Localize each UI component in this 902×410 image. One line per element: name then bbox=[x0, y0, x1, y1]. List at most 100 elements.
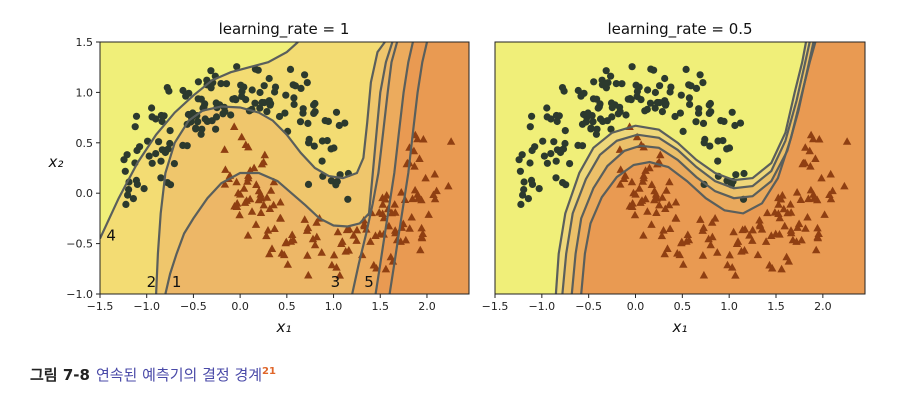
scatter-point-class-1 bbox=[774, 200, 783, 208]
scatter-point-class-0 bbox=[578, 142, 587, 150]
scatter-point-class-1 bbox=[777, 264, 786, 273]
scatter-point-class-0 bbox=[614, 110, 622, 118]
scatter-point-class-1 bbox=[381, 194, 390, 203]
x-axis-label: x₁ bbox=[672, 318, 688, 336]
scatter-point-class-0 bbox=[148, 113, 156, 121]
scatter-point-class-1 bbox=[375, 208, 384, 216]
decision-boundary-4 bbox=[351, 42, 399, 294]
scatter-point-class-0 bbox=[651, 88, 660, 97]
scatter-point-class-0 bbox=[535, 185, 543, 193]
scatter-point-class-1 bbox=[812, 245, 821, 254]
scatter-point-class-0 bbox=[540, 152, 549, 160]
scatter-point-class-1 bbox=[699, 270, 709, 279]
scatter-point-class-1 bbox=[251, 220, 261, 228]
scatter-point-class-1 bbox=[779, 204, 788, 213]
scatter-point-class-0 bbox=[248, 86, 256, 94]
scatter-point-class-1 bbox=[381, 264, 391, 273]
scatter-point-class-0 bbox=[594, 104, 602, 112]
scatter-point-class-0 bbox=[219, 110, 227, 118]
scatter-point-class-1 bbox=[672, 214, 681, 222]
scatter-point-class-1 bbox=[765, 260, 774, 269]
scatter-point-class-0 bbox=[589, 95, 598, 103]
scatter-point-class-1 bbox=[677, 237, 686, 246]
scatter-point-class-1 bbox=[704, 234, 713, 243]
scatter-point-class-0 bbox=[527, 176, 536, 184]
scatter-point-class-0 bbox=[260, 82, 268, 90]
scatter-point-class-1 bbox=[430, 169, 439, 178]
scatter-point-class-1 bbox=[269, 177, 279, 186]
scatter-point-class-0 bbox=[587, 124, 595, 132]
scatter-point-class-1 bbox=[710, 214, 720, 222]
scatter-point-class-0 bbox=[553, 117, 561, 126]
scatter-point-class-0 bbox=[335, 121, 343, 130]
scatter-point-class-1 bbox=[338, 237, 347, 245]
scatter-point-class-1 bbox=[280, 250, 289, 259]
scatter-point-class-0 bbox=[687, 82, 695, 90]
subplot-learning-rate-1: −1.5 −1.0 −0.5 0.0 0.5 1.0 1.5 2.0−1.0−0.50.00.… bbox=[48, 20, 470, 336]
decision-boundary-5 bbox=[374, 42, 414, 294]
scatter-point-class-1 bbox=[341, 247, 350, 255]
scatter-point-class-0 bbox=[332, 108, 341, 116]
scatter-point-class-0 bbox=[185, 89, 193, 97]
scatter-point-class-1 bbox=[270, 224, 279, 232]
decision-regions bbox=[100, 42, 469, 294]
scatter-point-class-0 bbox=[305, 135, 313, 143]
scatter-point-class-0 bbox=[341, 119, 349, 127]
axes: −1.5 −1.0 −0.5 0.0 0.5 1.0 1.5 2.0 bbox=[482, 294, 832, 313]
scatter-point-class-1 bbox=[317, 248, 326, 256]
y-tick-label: −1.0 bbox=[66, 288, 93, 301]
scatter-point-class-0 bbox=[677, 91, 685, 99]
boundary-annotation: 4 bbox=[106, 227, 116, 245]
scatter-point-class-0 bbox=[256, 88, 264, 97]
scatter-point-class-1 bbox=[266, 186, 276, 194]
scatter-point-class-0 bbox=[732, 171, 740, 179]
scatter-point-class-0 bbox=[608, 113, 616, 121]
scatter-point-class-0 bbox=[310, 142, 318, 150]
decision-boundary-1 bbox=[554, 42, 808, 294]
scatter-point-class-1 bbox=[801, 224, 810, 232]
scatter-point-class-0 bbox=[296, 118, 305, 126]
scatter-point-class-0 bbox=[242, 96, 250, 104]
scatter-point-class-0 bbox=[233, 63, 241, 71]
scatter-point-class-0 bbox=[197, 130, 205, 138]
scatter-point-class-1 bbox=[352, 236, 361, 244]
scatter-point-class-0 bbox=[692, 84, 701, 92]
scatter-point-class-0 bbox=[333, 177, 341, 186]
scatter-point-class-1 bbox=[792, 188, 802, 196]
scatter-point-class-0 bbox=[580, 89, 588, 97]
scatter-point-class-0 bbox=[561, 139, 569, 148]
decision-boundary-2 bbox=[155, 42, 386, 294]
caption-figure-number: 그림 7-8 bbox=[30, 366, 90, 384]
scatter-point-class-0 bbox=[140, 185, 148, 193]
x-tick-label: −0.5 bbox=[575, 300, 602, 313]
scatter-point-class-0 bbox=[543, 159, 552, 167]
scatter-point-class-1 bbox=[757, 225, 767, 233]
scatter-point-class-0 bbox=[310, 101, 318, 109]
scatter-point-class-1 bbox=[635, 184, 644, 192]
scatter-point-class-0 bbox=[685, 94, 694, 102]
scatter-point-class-0 bbox=[201, 115, 209, 123]
scatter-point-class-0 bbox=[121, 167, 129, 175]
scatter-point-class-1 bbox=[809, 134, 818, 143]
scatter-point-class-0 bbox=[552, 174, 560, 182]
scatter-point-class-0 bbox=[518, 151, 526, 159]
scatter-point-class-0 bbox=[158, 117, 166, 126]
scatter-point-class-0 bbox=[589, 118, 597, 126]
scatter-point-class-1 bbox=[628, 202, 637, 210]
scatter-point-class-0 bbox=[194, 95, 202, 103]
scatter-point-class-1 bbox=[276, 198, 285, 206]
scatter-point-class-1 bbox=[729, 227, 738, 236]
x-tick-label: 0.0 bbox=[231, 300, 249, 313]
scatter-point-class-1 bbox=[761, 237, 771, 245]
scatter-point-class-1 bbox=[800, 158, 810, 167]
scatter-point-class-1 bbox=[755, 220, 765, 228]
x-tick-label: −0.5 bbox=[180, 300, 207, 313]
scatter-point-class-0 bbox=[238, 87, 246, 96]
scatter-point-class-0 bbox=[590, 78, 598, 86]
scatter-point-class-1 bbox=[825, 190, 834, 198]
scatter-point-class-0 bbox=[212, 99, 220, 107]
scatter-point-class-0 bbox=[519, 191, 527, 199]
scatter-point-class-0 bbox=[559, 145, 568, 153]
caption-text: 연속된 예측기의 결정 경계 bbox=[95, 366, 263, 384]
scatter-point-class-1 bbox=[276, 214, 285, 222]
